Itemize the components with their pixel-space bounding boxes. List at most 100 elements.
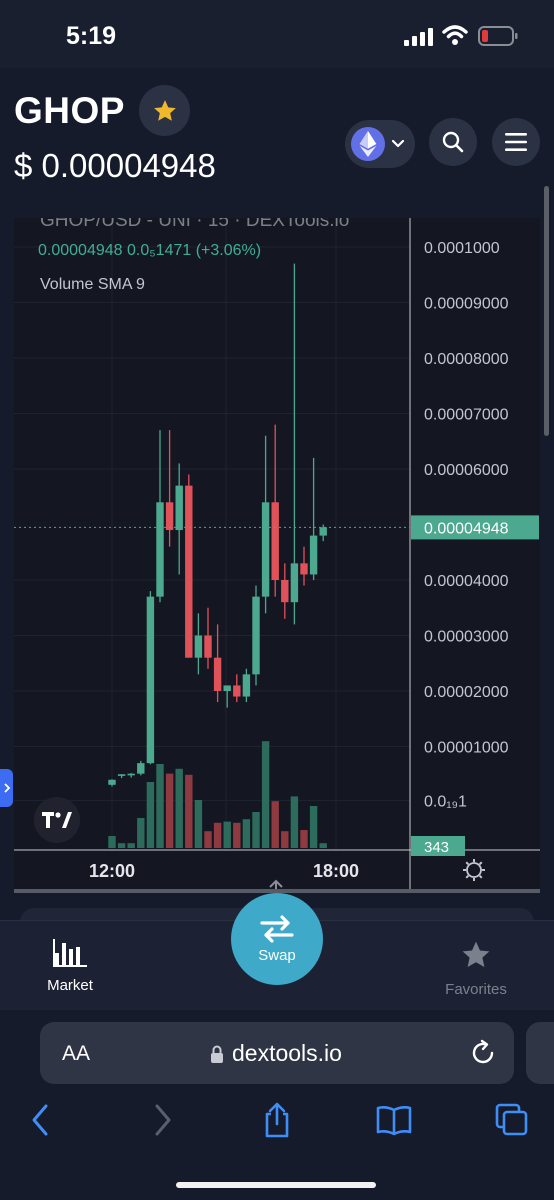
hamburger-menu-icon [505,133,527,151]
status-bar: 5:19 [0,0,554,68]
wifi-icon [442,25,468,45]
volume-value-label: 343 [424,839,449,856]
candle-body [108,779,116,785]
search-icon [442,131,464,153]
home-indicator [176,1182,376,1188]
candle-body [242,674,251,697]
volume-bar [319,843,327,848]
gear-tooth [465,874,470,879]
chart-grid [14,218,410,850]
search-button[interactable] [429,118,477,166]
volume-bar [108,836,116,848]
browser-toolbar: AA dextools.io [0,1010,554,1200]
candles [108,263,327,787]
tab-market-label: Market [47,977,93,994]
volume-bar [194,800,203,848]
candle-body [175,485,183,531]
price-axis: 0.0001000 0.00009000 0.00008000 0.00007000 0… [14,218,540,892]
last-price-label: 0.00004948 [424,520,509,537]
tabs-icon[interactable] [494,1102,530,1138]
volume-bar [213,822,222,848]
swap-button[interactable]: Swap [231,893,323,985]
volume-bar [233,822,241,848]
volume-bar [165,773,174,848]
token-header: GHOP $ 0.00004948 [0,68,554,218]
tab-favorites-label: Favorites [445,981,507,998]
url-domain: dextools.io [232,1040,342,1066]
candle-body [146,596,155,764]
last-price-tag [411,515,539,540]
volume-indicator-label: Volume SMA 9 [40,276,145,293]
candle-body [252,596,260,675]
forward-icon[interactable] [143,1102,179,1138]
volume-bar [204,831,212,848]
candle-body [194,635,203,658]
price-tick-label: 0.00007000 [424,407,509,424]
star-icon [462,941,490,967]
volume-bar [146,782,155,848]
candle-body [233,685,241,697]
chart-resize-bar[interactable] [14,889,540,893]
volume-bar [185,774,193,848]
swap-arrows-icon [260,914,294,943]
price-tick-label: 0.0001000 [424,240,500,257]
status-time: 5:19 [66,22,117,50]
tradingview-icon [42,812,72,828]
volume-bar [309,806,318,848]
token-name: GHOP [14,90,125,131]
volume-bar [117,843,126,848]
candle-body [309,535,318,575]
candle-body [156,502,164,597]
back-icon[interactable] [24,1102,60,1138]
price-tick-label: 0.00006000 [424,462,509,479]
favorite-button[interactable] [139,85,190,136]
volume-bar [242,819,251,848]
text-size-button[interactable]: AA [62,1042,90,1066]
candle-body [261,502,270,597]
tab-market[interactable]: Market [30,939,110,994]
share-icon[interactable] [259,1102,295,1138]
chart-ohlc-legend: 0.00004948 0.0₅1471 (+3.06%) [38,242,262,259]
cellular-signal-icon [404,28,433,46]
candle-body [281,580,289,603]
price-tick-label: 0.00003000 [424,629,509,646]
volume-bar [300,830,308,848]
next-tab-peek[interactable] [526,1022,554,1084]
chevron-down-icon [391,139,405,148]
address-bar[interactable]: AA dextools.io [40,1022,514,1084]
chain-selector[interactable] [345,120,415,168]
gear-tooth [478,861,483,866]
gear-tooth [478,874,483,879]
candle-body [290,563,299,603]
time-tick-label: 12:00 [89,861,135,881]
volume-bar [271,801,279,848]
volume-bar [175,768,183,848]
page-scrollbar[interactable] [544,186,549,436]
star-icon [153,99,176,121]
price-tick-label: 0.00002000 [424,684,509,701]
tradingview-logo[interactable] [34,797,80,843]
price-tick-label: 0.00008000 [424,351,509,368]
browser-nav [0,1102,554,1146]
chart-pair-title: GHOP/USD - UNI · 15 · DEXTools.io [40,218,350,231]
candle-body [319,527,327,536]
candlestick-chart-svg: 0.0001000 0.00009000 0.00008000 0.00007000 0… [14,218,540,892]
url-display[interactable]: dextools.io [210,1040,342,1067]
candle-body [117,774,126,776]
bookmarks-icon[interactable] [376,1102,412,1138]
swap-label: Swap [258,946,296,964]
candle-body [271,502,279,580]
candle-body [204,635,212,658]
volume-bar [252,812,260,848]
battery-low-icon [478,26,518,46]
ethereum-icon [351,127,385,161]
tab-favorites[interactable]: Favorites [436,939,516,998]
chart-tools-toggle[interactable] [0,769,13,807]
volume-bars [108,741,327,848]
volume-bar [156,764,164,848]
reload-icon[interactable] [468,1038,498,1068]
text-size-label: AA [62,1042,91,1065]
lock-icon [211,1045,223,1063]
price-chart[interactable]: 0.0001000 0.00009000 0.00008000 0.00007000 0… [14,218,540,892]
menu-button[interactable] [492,118,540,166]
